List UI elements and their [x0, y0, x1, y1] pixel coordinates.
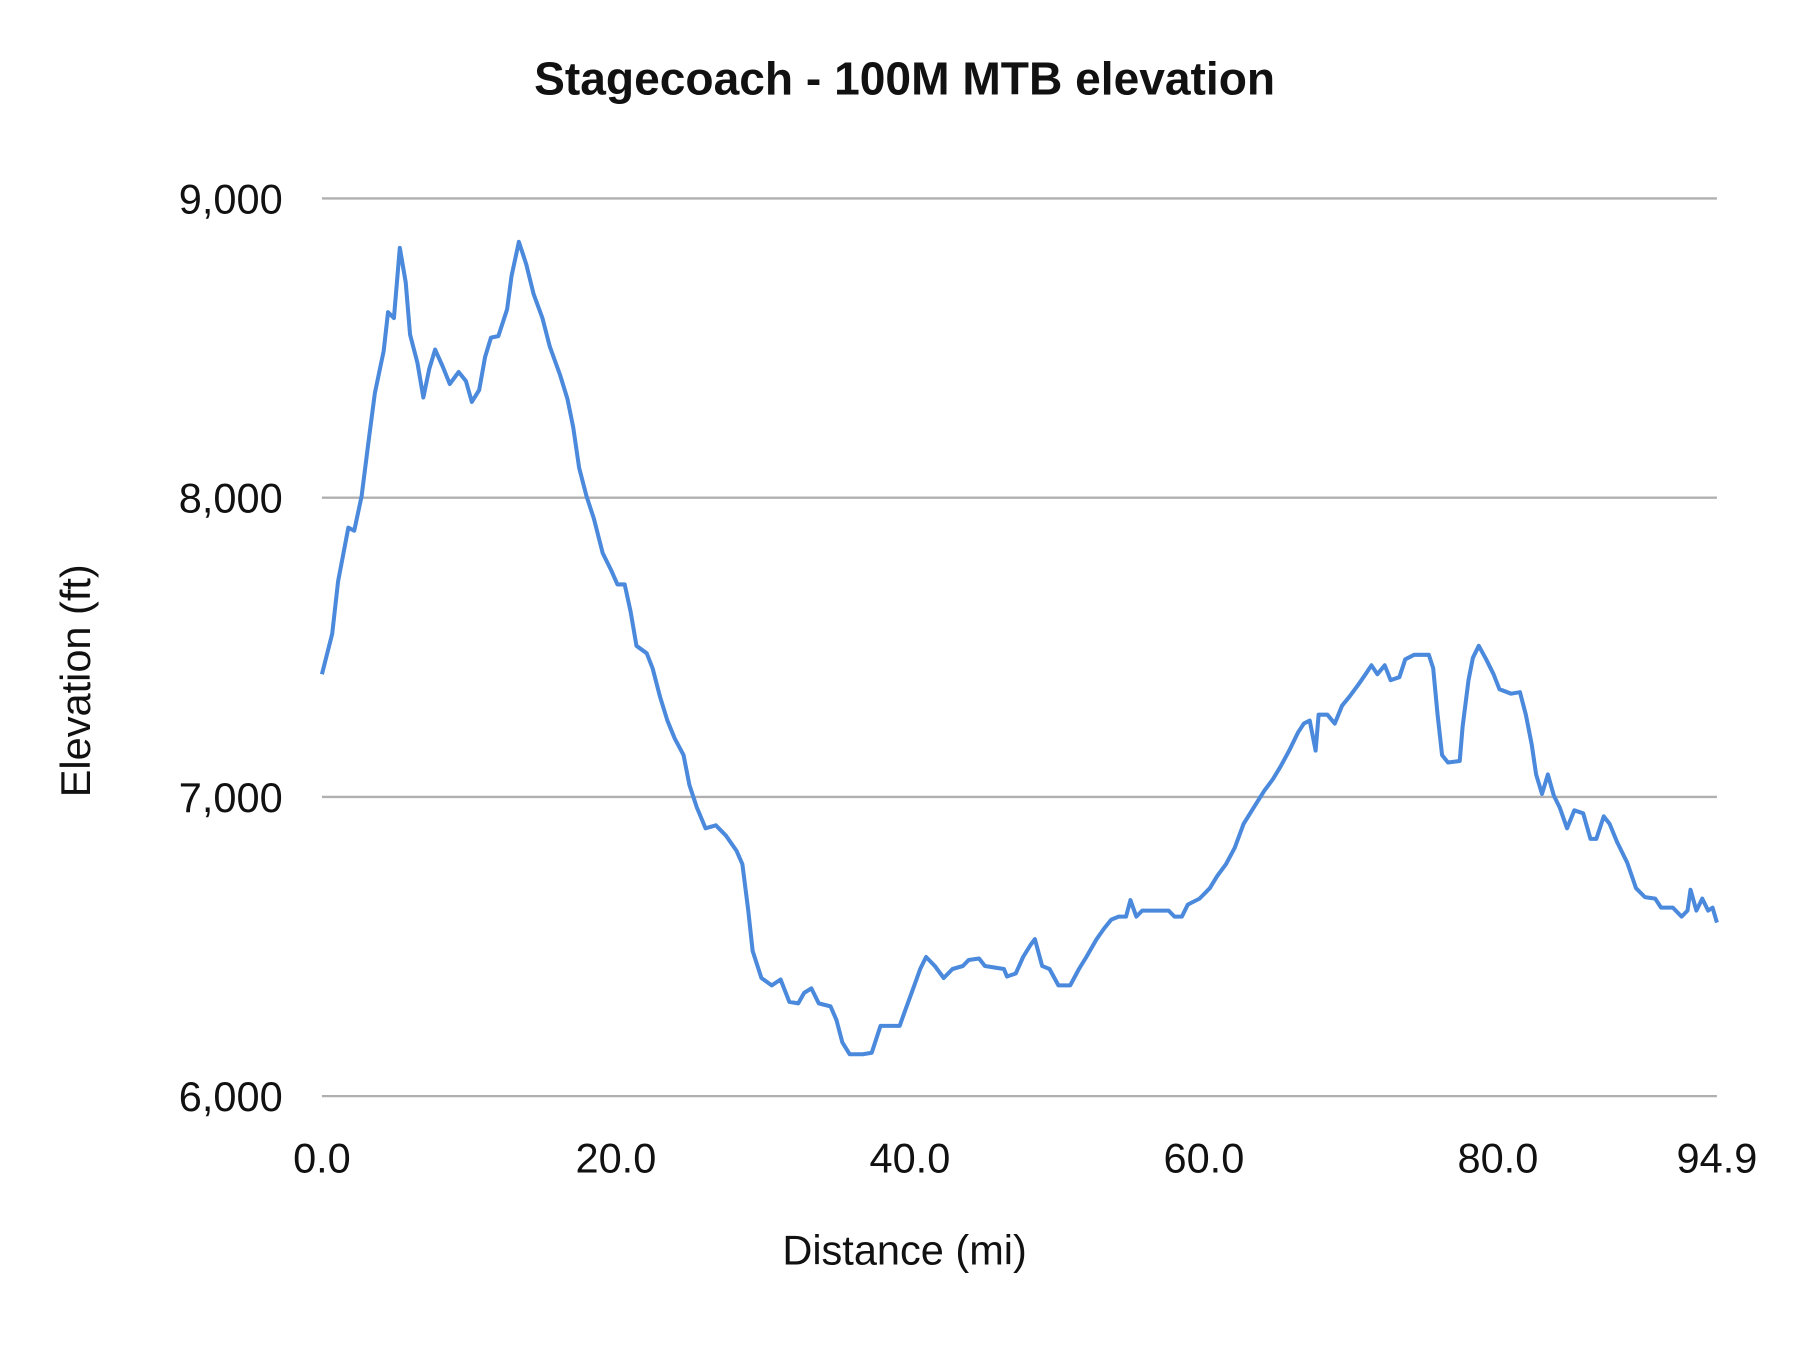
x-tick-label: 60.0 [1163, 1134, 1244, 1181]
x-axis-ticks: 0.0 20.0 40.0 60.0 80.0 94.9 [293, 1134, 1757, 1181]
x-tick-label: 40.0 [870, 1134, 951, 1181]
x-tick-label: 20.0 [576, 1134, 657, 1181]
gridlines [321, 197, 1717, 1098]
x-tick-label: 80.0 [1457, 1134, 1538, 1181]
y-tick-label: 6,000 [179, 1073, 283, 1120]
chart-title: Stagecoach - 100M MTB elevation [534, 53, 1275, 105]
x-tick-label: 0.0 [293, 1134, 351, 1181]
y-tick-label: 9,000 [179, 175, 283, 222]
x-axis-label: Distance (mi) [782, 1227, 1027, 1274]
y-tick-label: 7,000 [179, 774, 283, 821]
y-tick-label: 8,000 [179, 475, 283, 522]
x-tick-label: 94.9 [1677, 1134, 1758, 1181]
elevation-line [319, 239, 1719, 1057]
y-axis-ticks: 6,000 7,000 8,000 9,000 [179, 175, 283, 1120]
y-axis-label: Elevation (ft) [52, 564, 99, 797]
